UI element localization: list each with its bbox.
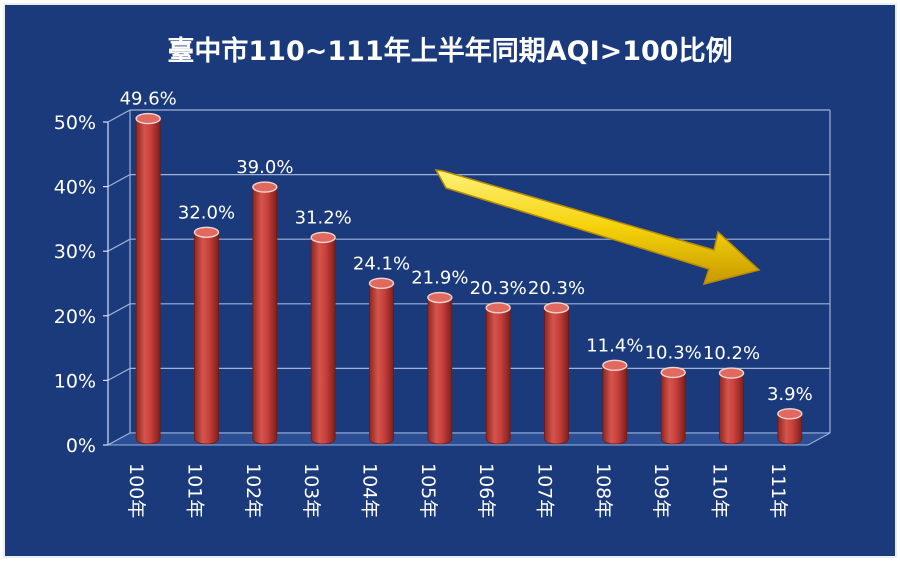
gridline-side <box>107 109 131 123</box>
data-label: 24.1% <box>353 253 410 274</box>
bar-top <box>310 231 336 244</box>
bar-top <box>660 366 686 379</box>
x-tick-label: 107年 <box>534 463 556 518</box>
data-label: 31.2% <box>295 207 352 228</box>
gridline-side <box>107 367 131 381</box>
bar <box>194 231 219 445</box>
bar <box>777 413 803 445</box>
x-tick-label: 105年 <box>417 463 439 518</box>
x-tick-label: 110年 <box>709 463 731 518</box>
data-label: 10.3% <box>645 342 702 363</box>
y-tick-label: 50% <box>54 112 96 134</box>
data-label: 32.0% <box>178 202 235 223</box>
x-tick-label: 108年 <box>592 463 614 518</box>
bar-top <box>543 302 570 314</box>
x-tick-label: 100年 <box>125 463 147 518</box>
bar <box>544 307 569 445</box>
bar-top <box>718 367 745 379</box>
gridline-side <box>107 238 131 252</box>
bar-top <box>252 181 278 193</box>
bar <box>660 372 686 445</box>
y-tick-label: 30% <box>54 241 96 263</box>
data-label: 49.6% <box>120 89 177 110</box>
x-tick-label: 103年 <box>300 463 322 518</box>
y-tick-label: 20% <box>54 306 96 328</box>
bar-top <box>602 359 628 372</box>
bar-top <box>135 112 161 125</box>
data-label: 10.2% <box>703 343 760 364</box>
x-tick-label: 109年 <box>650 463 672 518</box>
bar <box>252 186 278 445</box>
chart-title: 臺中市110~111年上半年同期AQI>100比例 <box>167 35 732 67</box>
bar <box>602 364 628 445</box>
bar-top <box>368 277 395 290</box>
gridline-side <box>107 174 131 188</box>
bar <box>427 297 453 445</box>
bar-top <box>777 408 803 420</box>
x-tick-label: 106年 <box>475 463 497 518</box>
x-tick-label: 102年 <box>242 463 264 518</box>
x-tick-label: 104年 <box>359 463 381 518</box>
y-tick-label: 0% <box>66 435 96 457</box>
y-tick-label: 10% <box>54 370 96 392</box>
x-tick-label: 101年 <box>184 463 206 518</box>
gridline-side <box>107 303 131 317</box>
y-tick-label: 40% <box>54 177 96 199</box>
bar <box>719 372 744 445</box>
trend-arrow-icon <box>434 169 761 286</box>
data-label: 3.9% <box>767 384 813 405</box>
bar <box>369 282 394 445</box>
bar <box>135 118 161 445</box>
bar <box>310 237 336 445</box>
bar-top <box>485 302 511 314</box>
data-label: 11.4% <box>586 335 643 356</box>
data-label: 21.9% <box>411 268 468 289</box>
bar-top <box>427 291 453 304</box>
data-label: 20.3% <box>470 278 527 299</box>
bar-top <box>193 226 220 238</box>
chart-floor <box>107 432 831 446</box>
data-label: 20.3% <box>528 278 585 299</box>
plot-area: 0% 10% 20% 30% 40% 50% 49.6% 100年 32.0% 101年 39.0%… <box>54 89 831 518</box>
x-tick-label: 111年 <box>767 463 789 518</box>
bar <box>485 307 511 445</box>
data-label: 39.0% <box>236 157 293 178</box>
